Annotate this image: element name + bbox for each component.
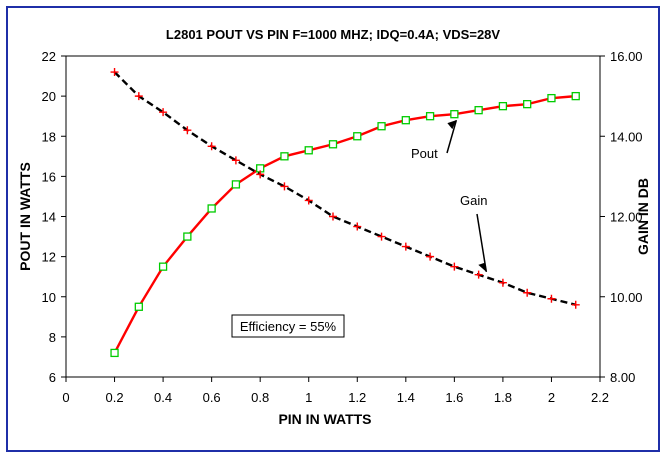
data-point-gain (353, 222, 362, 231)
data-point-pout (523, 100, 532, 109)
data-point-pout (571, 91, 580, 101)
data-point-pout (353, 132, 362, 141)
x-tick-label: 1 (305, 390, 312, 405)
y2-tick-label: 12.00 (610, 210, 643, 225)
data-point-pout (547, 93, 556, 103)
x-tick-label: 1.8 (494, 390, 512, 405)
data-point-pout (425, 112, 435, 121)
data-point-gain (329, 212, 337, 221)
x-tick-label: 1.2 (348, 390, 366, 405)
data-point-pout (304, 146, 313, 155)
x-tick-label: 2 (548, 390, 555, 405)
series-line-gain (113, 71, 577, 306)
data-point-gain (304, 196, 313, 205)
y-tick-label: 22 (42, 49, 56, 64)
data-point-pout (231, 180, 241, 189)
chart-title: L2801 POUT VS PIN F=1000 MHZ; IDQ=0.4A; … (166, 27, 500, 42)
annotation-gain-arrow (476, 213, 488, 273)
data-point-gain (231, 156, 240, 165)
y-tick-label: 6 (49, 370, 56, 385)
x-tick-label: 2.2 (591, 390, 609, 405)
data-point-gain (571, 300, 580, 309)
data-point-gain (401, 242, 410, 251)
y2-tick-label: 16.00 (610, 49, 643, 64)
annotation-gain: Gain (460, 193, 487, 208)
y-tick-label: 14 (42, 210, 56, 225)
data-point-gain (450, 262, 459, 271)
data-point-pout (377, 122, 386, 131)
annotation-pout: Pout (411, 146, 438, 161)
annotation-efficiency: Efficiency = 55% (240, 319, 337, 334)
data-point-pout (450, 110, 459, 119)
y-tick-label: 20 (42, 89, 56, 104)
y2-tick-label: 14.00 (610, 129, 643, 144)
data-point-gain (377, 232, 386, 241)
annotation-gain-arrowhead (478, 262, 487, 272)
annotation-pout-arrow (446, 119, 458, 154)
data-point-gain (256, 170, 265, 179)
data-point-gain (498, 278, 507, 287)
data-point-gain (159, 108, 168, 117)
data-point-pout (401, 116, 410, 125)
data-point-gain (426, 252, 435, 261)
data-point-gain (207, 142, 216, 151)
x-tick-label: 1.4 (397, 390, 415, 405)
chart-frame: L2801 POUT VS PIN F=1000 MHZ; IDQ=0.4A; … (6, 6, 660, 452)
data-point-gain (134, 92, 143, 101)
y-tick-label: 8 (49, 330, 56, 345)
y2-tick-label: 10.00 (610, 290, 643, 305)
x-tick-label: 0.2 (106, 390, 124, 405)
data-point-pout (207, 204, 216, 213)
y2-tick-label: 8.00 (610, 370, 635, 385)
data-point-gain (183, 126, 192, 135)
data-point-pout (110, 348, 119, 358)
annotation-pout-arrowhead (447, 120, 457, 130)
data-point-gain (280, 182, 289, 191)
x-tick-label: 1.6 (445, 390, 463, 405)
x-tick-label: 0.8 (251, 390, 269, 405)
data-point-pout (158, 262, 168, 271)
series-line-pout (113, 94, 576, 354)
x-tick-label: 0.6 (203, 390, 221, 405)
x-axis-title: PIN IN WATTS (278, 411, 371, 427)
data-point-gain (474, 270, 483, 279)
data-point-gain (110, 68, 119, 77)
y2-axis-title: GAIN IN DB (635, 178, 651, 255)
y-tick-label: 10 (42, 290, 56, 305)
data-point-pout (328, 140, 338, 149)
y-tick-label: 18 (42, 129, 56, 144)
data-point-pout (498, 102, 508, 111)
y-axis-title: POUT IN WATTS (17, 162, 33, 271)
data-point-pout (280, 152, 289, 161)
data-point-pout (183, 232, 192, 241)
x-tick-label: 0 (62, 390, 69, 405)
data-point-gain (523, 288, 532, 297)
efficiency-box (231, 314, 345, 338)
data-point-gain (547, 294, 556, 303)
y-tick-label: 12 (42, 250, 56, 265)
data-point-pout (134, 302, 143, 311)
x-tick-label: 0.4 (154, 390, 172, 405)
y-tick-label: 16 (42, 169, 56, 184)
chart-svg: L2801 POUT VS PIN F=1000 MHZ; IDQ=0.4A; … (17, 27, 651, 427)
data-point-pout (474, 106, 483, 115)
